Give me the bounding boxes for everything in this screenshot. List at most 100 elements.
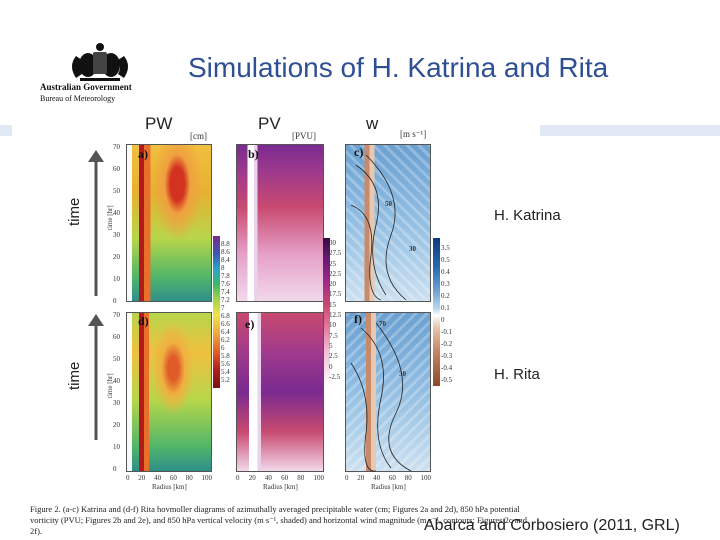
panel-d-pw-rita: [126, 312, 212, 472]
w-colorbar: [433, 238, 440, 386]
pv-tick: 15: [329, 300, 336, 309]
row-label-katrina: H. Katrina: [494, 207, 561, 224]
pw-tick: 8.4: [221, 256, 230, 264]
x-tick: 40: [373, 474, 381, 482]
x-tick: 100: [313, 474, 324, 482]
x-tick: 20: [248, 474, 256, 482]
panel-label-b: b): [248, 147, 259, 161]
pw-tick: 6: [221, 344, 225, 352]
pw-tick: 7.4: [221, 288, 230, 296]
w-tick: 0.1: [441, 304, 450, 312]
y-tick: 0: [113, 297, 117, 305]
rita-contours: [350, 322, 412, 472]
pv-tick: 5: [329, 341, 333, 350]
pv-tick: 27.5: [329, 249, 342, 258]
pw-colorbar: [213, 236, 220, 388]
pv-tick: 25: [329, 259, 336, 268]
column-label-pw: PW: [145, 114, 173, 133]
panel-label-f: f): [354, 312, 362, 326]
pw-colorbar-ticks: 8.8 8.6 8.4 8 7.8 7.6 7.4 7.2 7 6.8 6.6 …: [221, 240, 241, 384]
time-arrow-bottom: [88, 314, 104, 440]
x-tick: 20: [138, 474, 146, 482]
y-tick: 60: [113, 333, 120, 341]
panel-a-pw-katrina: [126, 144, 212, 302]
contour-label: 50: [385, 200, 392, 208]
y-tick: 30: [113, 399, 120, 407]
pv-tick: 17.5: [329, 290, 342, 299]
x-tick: 40: [154, 474, 162, 482]
slide-title: Simulations of H. Katrina and Rita: [188, 52, 609, 83]
decor-band-left: [0, 125, 12, 136]
x-axis-label-w: Radius [km]: [371, 483, 406, 491]
time-label-top: time: [66, 197, 83, 226]
logo-line-1: Australian Government: [40, 82, 132, 92]
y-tick: 40: [113, 209, 120, 217]
pv-tick: 22.5: [329, 269, 342, 278]
column-label-w: w: [366, 114, 379, 133]
pw-tick: 7: [221, 304, 225, 312]
panel-label-d: d): [138, 314, 149, 328]
y-tick: 50: [113, 187, 120, 195]
pw-tick: 5.8: [221, 352, 230, 360]
x-ticks-pw: 0 20 40 60 80 100: [126, 474, 212, 482]
pv-tick: 30: [329, 239, 336, 247]
x-ticks-w: 0 20 40 60 80 100: [345, 474, 431, 482]
coat-of-arms-icon: [72, 43, 128, 81]
pw-tick: 6.8: [221, 312, 230, 320]
y-ticks-bottom: 70 60 50 40 30 20 10 0: [113, 311, 125, 473]
column-label-pv: PV: [258, 114, 281, 133]
panel-f-w-rita: [345, 312, 431, 472]
panel-label-c: c): [354, 145, 364, 159]
w-tick: 0.4: [441, 268, 450, 276]
unit-pv: [PVU]: [292, 131, 316, 141]
y-tick: 60: [113, 165, 120, 173]
x-tick: 80: [185, 474, 193, 482]
panel-c-w-katrina: [345, 144, 431, 302]
x-ticks-pv: 0 20 40 60 80 100: [236, 474, 324, 482]
panel-b-pv-katrina: [236, 144, 324, 302]
pv-tick: 10: [329, 321, 336, 330]
pw-tick: 7.8: [221, 272, 230, 280]
pv-colorbar: [323, 238, 330, 386]
panel-label-e: e): [245, 317, 255, 331]
y-tick: 20: [113, 421, 120, 429]
y-tick: 40: [113, 377, 120, 385]
citation-credit: Abarca and Corbosiero (2011, GRL): [424, 517, 680, 534]
contour-label: 30: [399, 370, 406, 378]
logo: Australian Government Bureau of Meteorol…: [36, 38, 166, 108]
x-tick: 100: [201, 474, 212, 482]
panel-label-a: a): [138, 147, 148, 161]
pv-tick: 20: [329, 280, 336, 289]
y-tick: 20: [113, 253, 120, 261]
unit-w: [m s⁻¹]: [400, 129, 427, 139]
decor-band-right: [540, 125, 720, 136]
y-tick: 70: [113, 311, 120, 319]
pw-tick: 6.6: [221, 320, 230, 328]
pv-colorbar-ticks: 30 27.5 25 22.5 20 17.5 15 12.5 10 7.5 5…: [329, 238, 351, 382]
y-tick: 70: [113, 143, 120, 151]
w-tick: -0.1: [441, 328, 453, 336]
x-tick: 40: [264, 474, 272, 482]
pv-tick: 2.5: [329, 352, 338, 361]
y-tick: 10: [113, 443, 120, 451]
row-label-rita: H. Rita: [494, 366, 540, 383]
x-tick: 20: [357, 474, 365, 482]
contour-label: 30: [409, 245, 416, 253]
y-ticks-top: 70 60 50 40 30 20 10 0: [113, 143, 125, 305]
pw-tick: 6.4: [221, 328, 230, 336]
x-tick: 80: [297, 474, 305, 482]
x-tick: 60: [388, 474, 396, 482]
pv-tick: 0: [329, 362, 333, 371]
pv-tick: -2.5: [329, 372, 341, 381]
time-arrow-top: [88, 150, 104, 296]
x-tick: 60: [281, 474, 289, 482]
w-tick: 0: [441, 316, 445, 324]
pw-tick: 8: [221, 264, 225, 272]
logo-line-2: Bureau of Meteorology: [40, 94, 116, 103]
pw-tick: 5.4: [221, 368, 230, 376]
x-tick: 100: [420, 474, 431, 482]
w-tick: -0.2: [441, 340, 453, 348]
pw-tick: 7.2: [221, 296, 230, 304]
w-tick: 3.5: [441, 244, 450, 252]
pw-tick: 8.8: [221, 240, 230, 248]
